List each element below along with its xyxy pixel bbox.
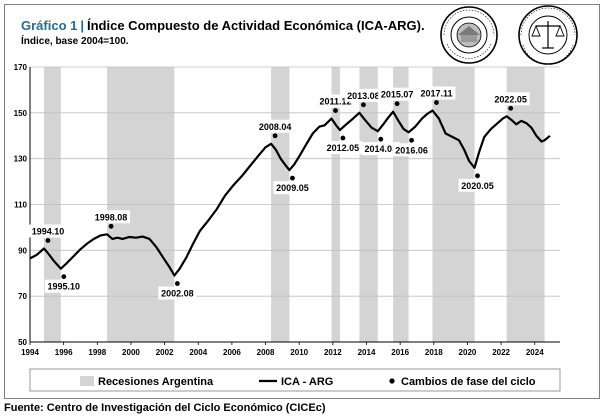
phase-label: 2015.07 bbox=[381, 90, 414, 100]
phase-label-bg bbox=[44, 279, 83, 293]
title-number: Gráfico 1 bbox=[21, 18, 78, 33]
title-separator: | bbox=[80, 18, 84, 33]
x-tick-label: 2014 bbox=[358, 348, 376, 357]
x-tick-label: 2012 bbox=[324, 348, 342, 357]
bolsa-rosario-seal-logo bbox=[518, 5, 578, 65]
x-tick-label: 2004 bbox=[189, 348, 207, 357]
y-tick-label: 50 bbox=[18, 338, 27, 347]
phase-label: 2014.08 bbox=[365, 144, 398, 154]
legend-line-label: ICA - ARG bbox=[281, 376, 333, 388]
phase-label: 2020.05 bbox=[461, 181, 494, 191]
chart-subtitle: Índice, base 2004=100. bbox=[21, 36, 129, 47]
phase-change-points: 1994.10 1995.10 1998.08 2002.08 2008.04 2009.… bbox=[28, 86, 530, 300]
phase-label-bg bbox=[361, 142, 400, 156]
legend-recession-swatch bbox=[80, 376, 94, 386]
phase-point bbox=[340, 135, 346, 141]
y-tick-label: 110 bbox=[14, 201, 27, 210]
x-tick-label: 2008 bbox=[257, 348, 275, 357]
x-tick-label: 1998 bbox=[88, 348, 106, 357]
phase-point bbox=[378, 136, 384, 142]
x-tick-label: 2010 bbox=[290, 348, 308, 357]
legend-box bbox=[29, 368, 561, 392]
phase-label: 2017.11 bbox=[420, 89, 452, 99]
phase-label: 2012.05 bbox=[327, 143, 360, 153]
x-tick-label: 2024 bbox=[526, 348, 544, 357]
phase-label-bg bbox=[458, 178, 497, 192]
chart-axes: 50 70 90 110 130 150 170 1994 1996 1998 2000 2002 20… bbox=[14, 63, 560, 357]
phase-label: 1995.10 bbox=[48, 282, 81, 292]
phase-point bbox=[290, 175, 295, 181]
phase-label: 2009.05 bbox=[276, 183, 309, 193]
legend-recession-label: Recesiones Argentina bbox=[98, 376, 214, 388]
phase-label-bg bbox=[256, 119, 295, 133]
x-tick-label: 2000 bbox=[122, 348, 140, 357]
phase-label-bg bbox=[158, 286, 197, 300]
bolsa-santa-fe-seal-logo bbox=[440, 6, 498, 64]
phase-label: 2022.05 bbox=[494, 94, 527, 104]
x-tick-label: 2020 bbox=[459, 348, 477, 357]
x-tick-label: 1996 bbox=[55, 348, 73, 357]
x-tick-label: 1994 bbox=[21, 348, 39, 357]
phase-label-bg bbox=[378, 87, 417, 101]
y-tick-label: 170 bbox=[14, 63, 28, 72]
x-tick-label: 2022 bbox=[492, 348, 510, 357]
y-tick-label: 70 bbox=[18, 292, 27, 301]
x-tick-label: 2006 bbox=[223, 348, 241, 357]
phase-label: 1998.08 bbox=[95, 212, 128, 222]
phase-label-bg bbox=[392, 143, 431, 157]
source-note: Fuente: Centro de Investigación del Cicl… bbox=[4, 402, 326, 414]
phase-label: 2013.08 bbox=[347, 91, 380, 101]
phase-label: 2002.08 bbox=[161, 289, 194, 299]
phase-point bbox=[174, 281, 180, 286]
phase-label: 2011.12 bbox=[319, 97, 351, 107]
x-tick-label: 2018 bbox=[425, 348, 443, 357]
ica-arg-line bbox=[29, 109, 551, 277]
x-tick-label: 2016 bbox=[391, 348, 409, 357]
phase-label-bg bbox=[417, 86, 456, 100]
chart-title: Gráfico 1 | Índice Compuesto de Actividad … bbox=[21, 18, 425, 33]
phase-label-bg bbox=[323, 141, 362, 155]
y-tick-label: 90 bbox=[18, 246, 27, 255]
phase-label: 2016.06 bbox=[395, 145, 428, 155]
phase-point bbox=[434, 100, 439, 105]
phase-label-bg bbox=[491, 92, 530, 106]
phase-point bbox=[61, 274, 67, 280]
phase-label-bg bbox=[28, 224, 67, 238]
phase-point bbox=[394, 101, 400, 107]
phase-point bbox=[475, 173, 480, 179]
ica-line-series bbox=[29, 109, 551, 277]
phase-point bbox=[45, 238, 51, 243]
x-tick-label: 2002 bbox=[156, 348, 174, 357]
chart-legend: Recesiones Argentina ICA - ARG Cambios de … bbox=[29, 368, 561, 392]
phase-label-bg bbox=[344, 88, 383, 102]
chart-frame bbox=[4, 4, 600, 399]
phase-label: 1994.10 bbox=[32, 227, 65, 237]
phase-point bbox=[108, 223, 114, 229]
phase-label-bg bbox=[273, 181, 312, 195]
title-text: Índice Compuesto de Actividad Económica … bbox=[87, 18, 425, 33]
phase-point bbox=[409, 137, 414, 143]
phase-label: 2008.04 bbox=[259, 122, 292, 132]
phase-point bbox=[272, 133, 278, 139]
phase-label-bg bbox=[92, 210, 131, 224]
phase-point bbox=[361, 102, 366, 108]
phase-point bbox=[508, 105, 514, 111]
y-tick-label: 130 bbox=[14, 155, 28, 164]
phase-point bbox=[333, 108, 338, 113]
legend-point-swatch bbox=[389, 378, 395, 384]
legend-point-label: Cambios de fase del ciclo bbox=[401, 376, 536, 388]
y-tick-label: 150 bbox=[14, 109, 28, 118]
